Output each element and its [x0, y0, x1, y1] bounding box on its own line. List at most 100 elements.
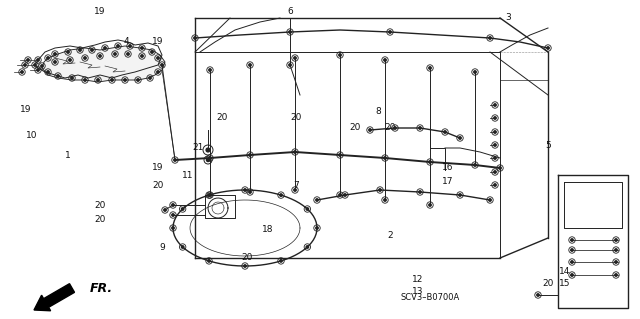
Text: 20: 20: [349, 123, 361, 132]
Circle shape: [249, 154, 252, 156]
Circle shape: [489, 199, 492, 201]
Circle shape: [24, 64, 26, 66]
Circle shape: [111, 79, 113, 81]
Circle shape: [97, 79, 99, 81]
Circle shape: [141, 55, 143, 57]
Circle shape: [429, 161, 431, 163]
Circle shape: [615, 239, 617, 241]
Circle shape: [429, 204, 431, 206]
Circle shape: [571, 274, 573, 276]
Circle shape: [444, 131, 446, 133]
Circle shape: [494, 131, 496, 133]
Circle shape: [316, 199, 318, 201]
Circle shape: [419, 191, 421, 193]
Text: 9: 9: [159, 243, 165, 253]
Circle shape: [615, 249, 617, 251]
Text: 18: 18: [262, 226, 274, 234]
Text: 8: 8: [375, 108, 381, 116]
Circle shape: [280, 260, 282, 262]
Circle shape: [67, 51, 69, 53]
Circle shape: [116, 45, 119, 47]
Circle shape: [379, 189, 381, 191]
Circle shape: [36, 69, 39, 71]
Circle shape: [316, 227, 318, 229]
Circle shape: [384, 157, 386, 159]
Circle shape: [306, 246, 308, 248]
Circle shape: [174, 159, 176, 161]
Text: 2: 2: [387, 231, 393, 240]
Polygon shape: [42, 46, 165, 82]
Text: 6: 6: [287, 8, 293, 17]
Circle shape: [615, 274, 617, 276]
Circle shape: [137, 79, 140, 81]
Circle shape: [114, 53, 116, 55]
FancyArrow shape: [34, 284, 74, 311]
Circle shape: [537, 294, 540, 296]
Circle shape: [306, 208, 308, 210]
Circle shape: [181, 246, 184, 248]
Text: 12: 12: [412, 276, 424, 285]
Circle shape: [394, 127, 396, 129]
Circle shape: [294, 189, 296, 191]
Circle shape: [57, 75, 60, 77]
Circle shape: [47, 71, 49, 73]
Circle shape: [615, 261, 617, 263]
Text: 20: 20: [291, 114, 301, 122]
Circle shape: [20, 71, 23, 73]
Circle shape: [547, 47, 549, 49]
Circle shape: [294, 151, 296, 153]
Text: 7: 7: [293, 182, 299, 190]
Circle shape: [209, 157, 211, 159]
Circle shape: [99, 55, 101, 57]
Circle shape: [172, 214, 174, 216]
Text: 10: 10: [26, 130, 38, 139]
Circle shape: [489, 37, 492, 39]
Circle shape: [161, 64, 163, 66]
Text: 13: 13: [412, 287, 424, 296]
Circle shape: [294, 57, 296, 59]
Circle shape: [494, 184, 496, 186]
Circle shape: [129, 45, 131, 47]
Circle shape: [289, 64, 291, 66]
Circle shape: [27, 59, 29, 61]
Text: 4: 4: [123, 38, 129, 47]
Text: 19: 19: [152, 38, 164, 47]
Circle shape: [207, 159, 209, 161]
Circle shape: [91, 49, 93, 51]
Circle shape: [208, 260, 210, 262]
Circle shape: [141, 47, 143, 49]
Text: 11: 11: [182, 170, 194, 180]
Circle shape: [571, 239, 573, 241]
Circle shape: [339, 54, 341, 56]
Circle shape: [459, 137, 461, 139]
Circle shape: [209, 194, 211, 196]
Circle shape: [494, 157, 496, 159]
Text: 20: 20: [94, 216, 106, 225]
Circle shape: [181, 208, 184, 210]
Circle shape: [206, 148, 210, 152]
Text: 1: 1: [65, 151, 71, 160]
Text: 20: 20: [384, 123, 396, 132]
Text: FR.: FR.: [90, 281, 113, 294]
Text: 20: 20: [94, 201, 106, 210]
Circle shape: [249, 191, 252, 193]
Circle shape: [459, 194, 461, 196]
Text: 20: 20: [241, 254, 253, 263]
Circle shape: [172, 204, 174, 206]
Circle shape: [68, 59, 71, 61]
Circle shape: [41, 65, 44, 67]
Circle shape: [84, 79, 86, 81]
Circle shape: [157, 57, 159, 59]
Text: 16: 16: [442, 164, 454, 173]
Text: 14: 14: [559, 268, 571, 277]
Text: 20: 20: [152, 181, 164, 189]
Circle shape: [47, 57, 49, 59]
Circle shape: [244, 265, 246, 267]
Circle shape: [148, 77, 151, 79]
Circle shape: [494, 171, 496, 173]
Circle shape: [494, 117, 496, 119]
Circle shape: [571, 261, 573, 263]
Circle shape: [104, 47, 106, 49]
Circle shape: [571, 249, 573, 251]
Circle shape: [84, 57, 86, 59]
